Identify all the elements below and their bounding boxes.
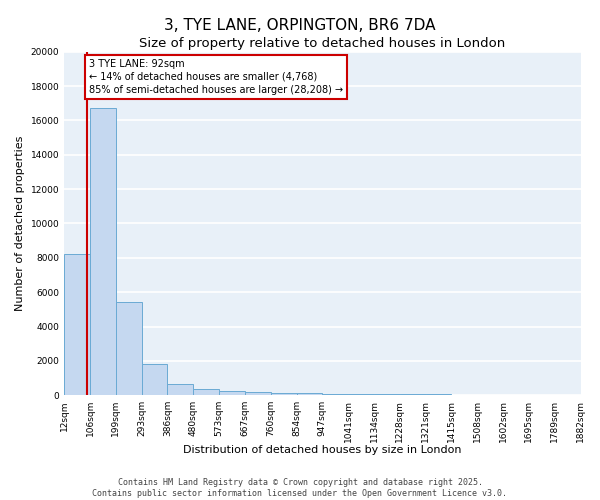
Bar: [503, 394, 529, 395]
Bar: [167, 384, 193, 395]
Text: Contains HM Land Registry data © Crown copyright and database right 2025.
Contai: Contains HM Land Registry data © Crown c…: [92, 478, 508, 498]
Bar: [64, 254, 90, 395]
Y-axis label: Number of detached properties: Number of detached properties: [15, 136, 25, 311]
Bar: [296, 393, 322, 395]
X-axis label: Distribution of detached houses by size in London: Distribution of detached houses by size …: [183, 445, 461, 455]
Bar: [271, 392, 296, 395]
Text: 3, TYE LANE, ORPINGTON, BR6 7DA: 3, TYE LANE, ORPINGTON, BR6 7DA: [164, 18, 436, 32]
Bar: [348, 394, 374, 395]
Bar: [374, 394, 400, 395]
Bar: [322, 394, 348, 395]
Bar: [116, 302, 142, 395]
Title: Size of property relative to detached houses in London: Size of property relative to detached ho…: [139, 38, 505, 51]
Bar: [477, 394, 503, 395]
Bar: [142, 364, 167, 395]
Bar: [193, 389, 219, 395]
Bar: [425, 394, 451, 395]
Bar: [400, 394, 425, 395]
Bar: [245, 392, 271, 395]
Text: 3 TYE LANE: 92sqm
← 14% of detached houses are smaller (4,768)
85% of semi-detac: 3 TYE LANE: 92sqm ← 14% of detached hous…: [89, 58, 343, 95]
Bar: [90, 108, 116, 395]
Bar: [451, 394, 477, 395]
Bar: [219, 391, 245, 395]
